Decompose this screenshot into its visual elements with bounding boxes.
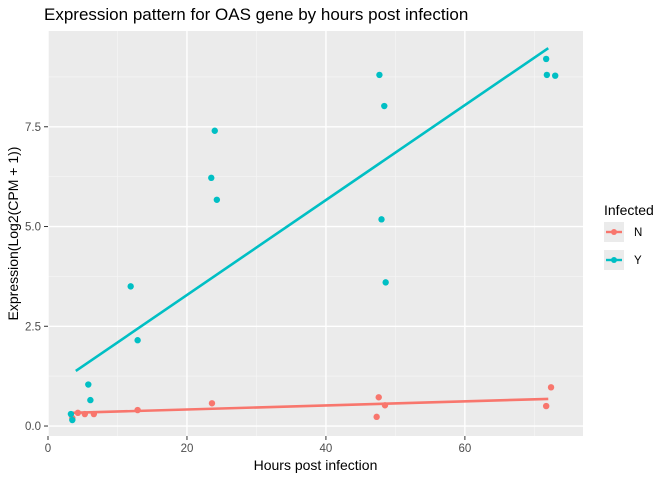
point-y [543,71,551,79]
point-y [542,55,550,63]
trend-line-y [75,47,549,373]
point-n [90,410,98,418]
point-n [547,384,555,391]
point-n [81,410,89,418]
chart-title: Expression pattern for OAS gene by hours… [44,5,468,24]
point-y [67,410,75,418]
y-axis-ticks: 0.0 2.5 5.0 7.5 [25,122,48,433]
y-axis-title: Expression(Log2(CPM + 1)) [5,147,21,321]
point-y [127,283,134,290]
x-tick-label: 20 [181,443,194,455]
legend-key-point [611,229,617,235]
point-y [134,337,141,344]
point-y [87,396,94,404]
point-y [382,279,389,286]
legend-label-y: Y [634,255,642,267]
legend-title: Infected [604,202,654,218]
legend-key-n [604,222,624,242]
legend-key-point [611,257,617,263]
point-y [376,71,383,79]
point-y [69,416,76,424]
trend-line-n [72,397,549,415]
y-tick-label: 0.0 [25,421,41,433]
point-y [211,127,218,134]
data-points [67,55,559,424]
point-y [378,216,385,223]
legend-key-y [604,250,624,270]
point-y [213,196,221,203]
point-y [381,102,388,110]
y-tick-label: 5.0 [25,222,41,234]
x-axis-title: Hours post infection [254,457,378,473]
legend-label-n: N [634,227,642,239]
point-n [74,409,82,417]
x-tick-label: 60 [458,443,471,455]
point-n [381,402,389,409]
point-n [208,400,216,407]
point-n [542,402,550,410]
legend: Infected NY [604,202,654,270]
y-tick-label: 7.5 [25,122,41,134]
point-n [375,394,382,401]
minor-gridlines [48,31,583,436]
x-axis-ticks: 0 20 40 60 [45,436,471,455]
point-y [208,174,215,182]
trend-lines [72,47,549,415]
point-n [134,406,141,414]
point-y [85,381,92,388]
plot-panel [48,31,583,436]
major-gridlines [47,31,583,436]
x-tick-label: 0 [45,443,51,455]
y-tick-label: 2.5 [25,321,41,333]
point-y [552,72,559,79]
x-tick-label: 40 [320,443,333,455]
point-n [373,413,380,421]
legend-entries: NY [604,222,642,270]
